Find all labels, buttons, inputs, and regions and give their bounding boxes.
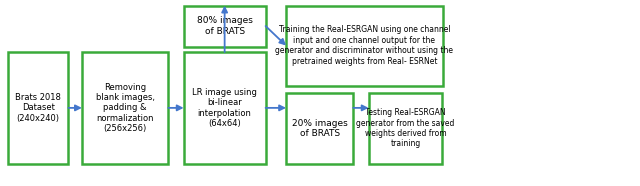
Text: Training the Real-ESRGAN using one channel
input and one channel output for the
: Training the Real-ESRGAN using one chann… <box>275 25 454 66</box>
Text: LR image using
bi-linear
interpolation
(64x64): LR image using bi-linear interpolation (… <box>192 88 257 128</box>
Text: Testing Real-ESRGAN
generator from the saved
weights derived from
training: Testing Real-ESRGAN generator from the s… <box>356 108 454 148</box>
Text: Brats 2018
Dataset
(240x240): Brats 2018 Dataset (240x240) <box>15 93 61 123</box>
FancyBboxPatch shape <box>286 93 353 164</box>
Text: 20% images
of BRATS: 20% images of BRATS <box>292 119 348 138</box>
FancyBboxPatch shape <box>184 52 266 164</box>
FancyBboxPatch shape <box>82 52 168 164</box>
FancyBboxPatch shape <box>8 52 68 164</box>
FancyBboxPatch shape <box>184 6 266 46</box>
Text: Removing
blank images,
padding &
normalization
(256x256): Removing blank images, padding & normali… <box>95 83 155 133</box>
FancyBboxPatch shape <box>286 6 443 86</box>
Text: 80% images
of BRATS: 80% images of BRATS <box>196 16 253 36</box>
FancyBboxPatch shape <box>369 93 442 164</box>
